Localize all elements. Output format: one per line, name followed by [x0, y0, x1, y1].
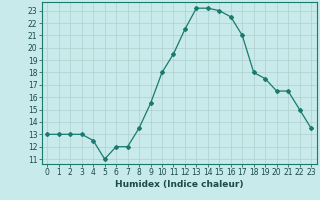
X-axis label: Humidex (Indice chaleur): Humidex (Indice chaleur) [115, 180, 244, 189]
